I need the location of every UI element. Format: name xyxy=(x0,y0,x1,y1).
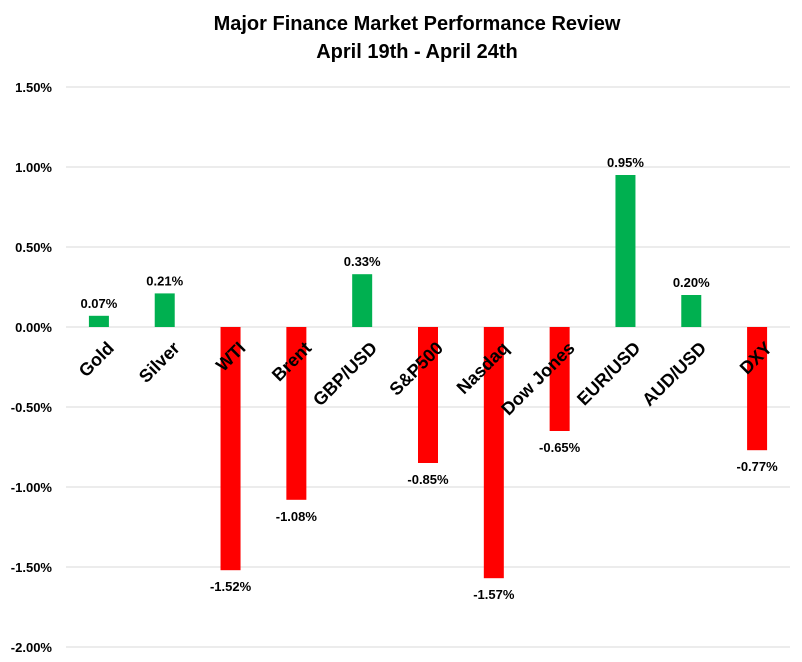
bar xyxy=(88,315,109,327)
bar xyxy=(418,327,438,463)
y-tick-label: 0.00% xyxy=(15,320,52,335)
bar xyxy=(483,327,504,579)
data-label: -1.08% xyxy=(276,509,318,524)
data-label: 0.33% xyxy=(344,254,381,269)
y-tick-label: -1.50% xyxy=(11,560,53,575)
x-category-label: Silver xyxy=(135,338,184,387)
bar xyxy=(286,327,307,500)
bar xyxy=(549,327,570,431)
x-category-label: Gold xyxy=(75,338,118,381)
x-category-label: WTI xyxy=(212,338,249,375)
y-tick-label: 1.00% xyxy=(15,160,52,175)
data-label: -1.52% xyxy=(210,579,252,594)
data-label: -1.57% xyxy=(473,587,515,602)
data-label: 0.95% xyxy=(607,155,644,170)
y-tick-label: -1.00% xyxy=(11,480,53,495)
y-tick-label: 0.50% xyxy=(15,240,52,255)
bar xyxy=(220,327,241,571)
bar xyxy=(154,293,175,327)
x-category-label: AUD/USD xyxy=(638,338,710,410)
x-category-label: GBP/USD xyxy=(309,338,381,410)
data-label: 0.07% xyxy=(80,296,117,311)
chart-title-line-1: Major Finance Market Performance Review xyxy=(214,13,621,35)
chart-title-line-2: April 19th - April 24th xyxy=(316,41,518,63)
y-tick-label: -0.50% xyxy=(11,400,53,415)
x-category-label: DXY xyxy=(736,338,776,378)
data-label: 0.20% xyxy=(673,275,710,290)
data-label: 0.21% xyxy=(146,273,183,288)
bar xyxy=(352,274,373,327)
y-tick-label: -2.00% xyxy=(11,640,53,655)
data-label: -0.65% xyxy=(539,440,581,455)
y-tick-label: 1.50% xyxy=(15,80,52,95)
x-category-label: EUR/USD xyxy=(573,338,644,409)
data-label: -0.77% xyxy=(736,459,778,474)
data-label: -0.85% xyxy=(407,472,449,487)
bar xyxy=(615,175,636,327)
bar xyxy=(681,295,702,327)
bar xyxy=(747,327,768,451)
